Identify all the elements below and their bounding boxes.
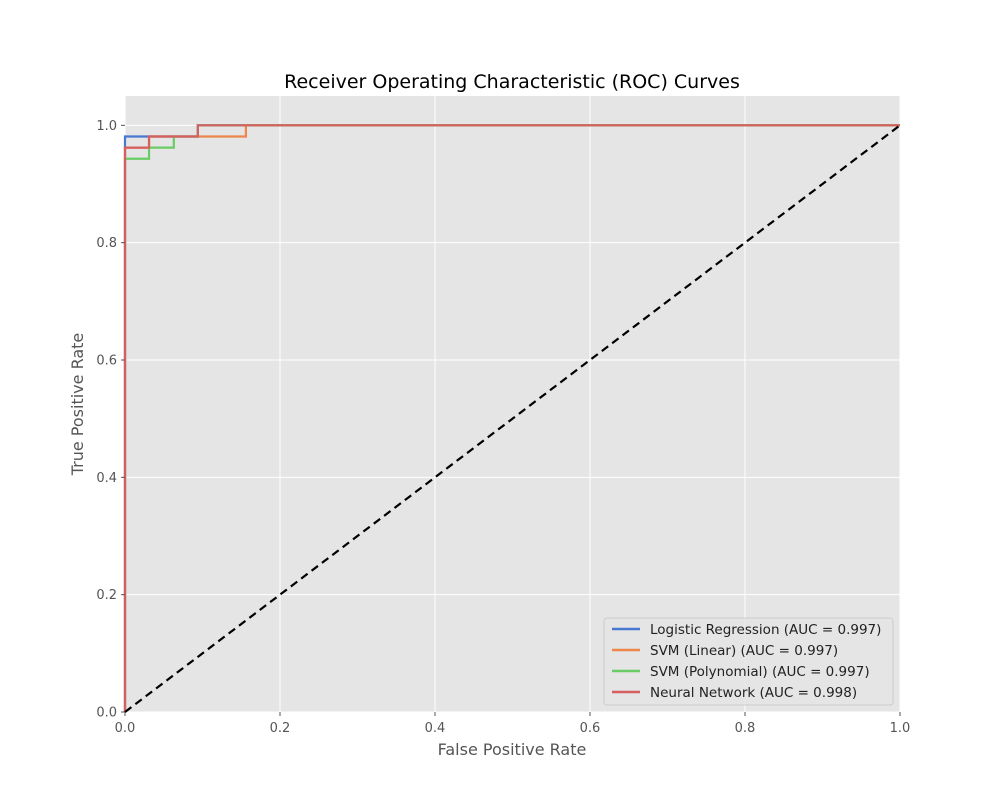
- x-tick-label: 0.2: [270, 721, 291, 736]
- series-layer: [123, 124, 900, 712]
- y-tick-label: 0.4: [96, 471, 117, 486]
- y-tick-label: 1.0: [96, 119, 117, 134]
- y-tick-label: 0.0: [96, 706, 117, 721]
- legend-label-neural-network: Neural Network (AUC = 0.998): [650, 685, 857, 701]
- y-axis-label: True Positive Rate: [68, 333, 87, 477]
- roc-curve-neural-network: [123, 124, 900, 712]
- legend-box: [603, 617, 894, 706]
- chart-title: Receiver Operating Characteristic (ROC) …: [284, 71, 740, 93]
- legend-label-svm-polynomial: SVM (Polynomial) (AUC = 0.997): [650, 664, 870, 680]
- x-tick-label: 0.8: [735, 721, 756, 736]
- y-tick-label: 0.6: [96, 354, 117, 369]
- grid-lines: [124, 96, 901, 713]
- chance-reference-line: [124, 124, 901, 713]
- x-tick-label: 0.0: [115, 721, 136, 736]
- x-tick-label: 1.0: [890, 721, 911, 736]
- y-tick-label: 0.2: [96, 588, 117, 603]
- x-axis-label: False Positive Rate: [438, 740, 587, 759]
- legend-label-svm-linear: SVM (Linear) (AUC = 0.997): [650, 643, 838, 659]
- plot-area: [125, 96, 900, 712]
- reference-line-layer: [124, 124, 901, 713]
- tick-layer: 0.0 0.2 0.4 0.6 0.8 1.0 0.0 0.2 0.4 0.6 0.8 1.0: [96, 119, 910, 736]
- x-tick-label: 0.6: [580, 721, 601, 736]
- y-tick-label: 0.8: [96, 236, 117, 251]
- x-tick-label: 0.4: [425, 721, 446, 736]
- legend-label-logistic-regression: Logistic Regression (AUC = 0.997): [650, 622, 881, 638]
- legend: Logistic Regression (AUC = 0.997) SVM (L…: [603, 617, 894, 706]
